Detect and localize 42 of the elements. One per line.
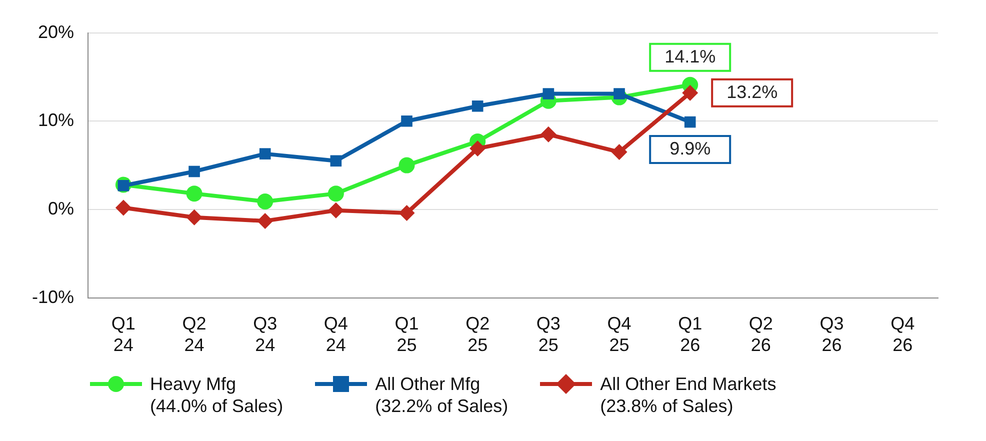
x-tick-label: Q4 25 — [607, 314, 632, 356]
data-label: 9.9% — [670, 138, 711, 158]
x-tick-label: Q3 25 — [536, 314, 560, 356]
y-tick-label: 10% — [38, 110, 74, 130]
point — [328, 186, 344, 202]
x-tick-label: Q1 25 — [394, 314, 419, 356]
y-tick-label: 0% — [48, 198, 74, 218]
point — [682, 84, 698, 101]
point — [186, 186, 202, 202]
data-label: 14.1% — [664, 46, 716, 66]
point — [611, 144, 628, 160]
point — [542, 88, 554, 100]
point — [472, 100, 484, 112]
x-tick-label: Q3 24 — [253, 314, 278, 356]
point — [684, 116, 696, 128]
point — [186, 209, 202, 226]
data-label: 13.2% — [726, 82, 778, 102]
x-tick-label: Q4 24 — [324, 314, 348, 356]
point — [257, 212, 274, 229]
x-tick-label: Q2 24 — [182, 314, 206, 356]
legend-label: All Other Mfg (32.2% of Sales) — [375, 373, 508, 417]
legend-label: All Other End Markets (23.8% of Sales) — [600, 373, 776, 417]
x-tick-label: Q4 26 — [890, 314, 915, 356]
point — [328, 202, 344, 218]
point — [398, 157, 415, 174]
x-tick-label: Q1 26 — [678, 314, 702, 356]
x-tick-label: Q2 26 — [748, 314, 773, 356]
point — [330, 155, 342, 167]
point — [470, 140, 486, 157]
point — [115, 200, 132, 216]
y-tick-label: -10% — [32, 286, 74, 307]
point — [398, 205, 415, 221]
point — [259, 148, 271, 160]
x-tick-label: Q3 26 — [820, 314, 844, 356]
point — [540, 126, 556, 142]
x-tick-label: Q2 25 — [466, 314, 490, 356]
point — [188, 166, 200, 178]
x-tick-label: Q1 24 — [111, 314, 136, 356]
y-tick-label: 20% — [38, 22, 74, 42]
legend-label: Heavy Mfg (44.0% of Sales) — [150, 373, 284, 417]
point — [401, 115, 412, 127]
point — [257, 194, 274, 210]
